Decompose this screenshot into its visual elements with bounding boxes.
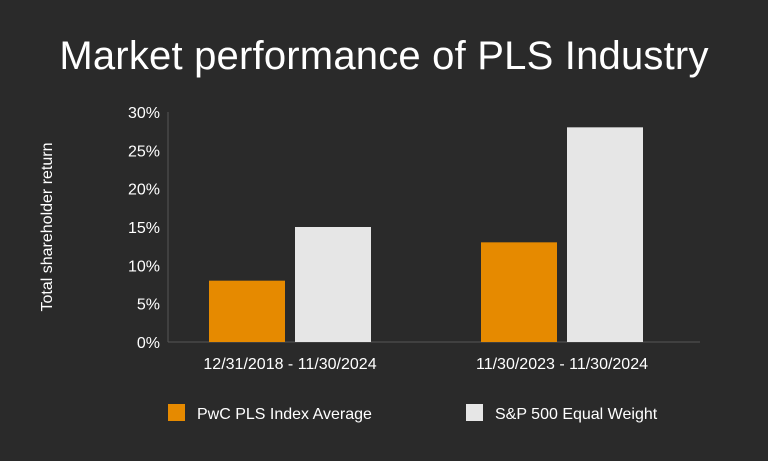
chart-title: Market performance of PLS Industry	[59, 34, 709, 78]
bar	[295, 227, 371, 342]
x-tick-label: 11/30/2023 - 11/30/2024	[476, 356, 648, 373]
y-tick-label: 25%	[128, 143, 160, 160]
legend-swatch	[466, 404, 483, 421]
y-tick-label: 30%	[128, 105, 160, 122]
y-tick-label: 0%	[137, 335, 160, 352]
legend-label: S&P 500 Equal Weight	[495, 406, 658, 423]
legend-label: PwC PLS Index Average	[197, 406, 372, 423]
bar	[209, 280, 285, 342]
y-tick-label: 15%	[128, 220, 160, 237]
y-tick-label: 20%	[128, 182, 160, 199]
y-tick-label: 10%	[128, 258, 160, 275]
y-tick-label: 5%	[137, 297, 160, 314]
bar	[481, 242, 557, 342]
y-axis-label: Total shareholder return	[39, 143, 56, 312]
bar	[567, 127, 643, 342]
x-tick-label: 12/31/2018 - 11/30/2024	[203, 356, 376, 373]
legend-swatch	[168, 404, 185, 421]
